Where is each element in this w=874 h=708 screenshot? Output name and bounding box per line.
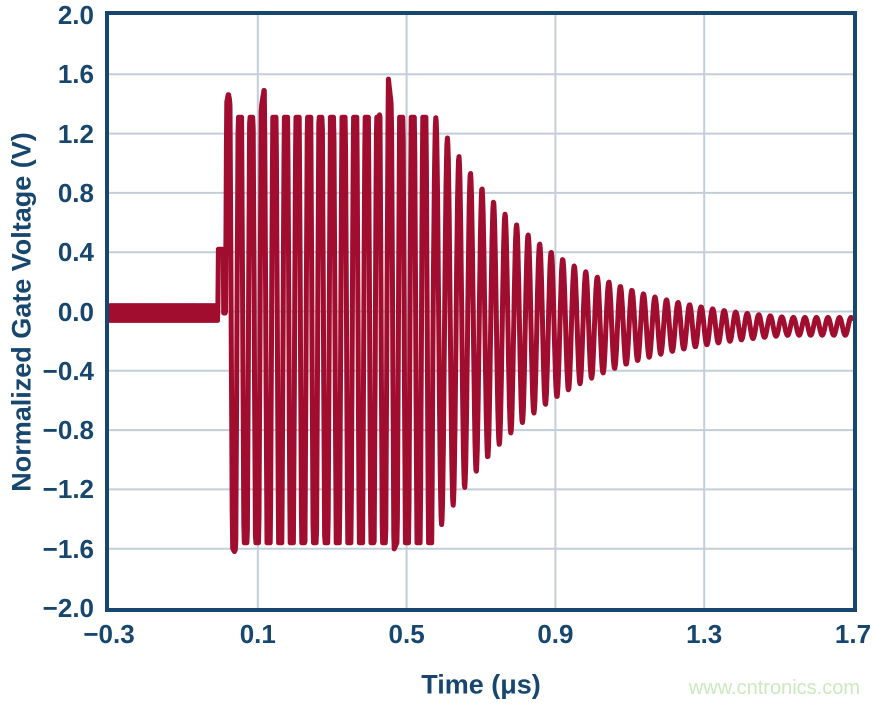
- x-axis-title: Time (μs): [421, 669, 541, 700]
- x-tick-label: 0.1: [239, 619, 276, 649]
- y-tick-label: −2.0: [42, 593, 94, 623]
- y-tick-label: −1.2: [42, 474, 94, 505]
- waveform-trace: [109, 76, 853, 554]
- x-tick-label: 1.3: [686, 619, 723, 649]
- x-tick-label: 0.9: [537, 619, 574, 649]
- y-tick-label: 0.4: [57, 237, 94, 268]
- y-tick-label: 2.0: [57, 0, 94, 30]
- plot-canvas: [109, 15, 853, 608]
- x-tick-label: 1.7: [834, 619, 872, 649]
- y-tick-label: −0.8: [42, 415, 94, 446]
- x-tick-label: 0.5: [388, 619, 425, 649]
- y-tick-label: 0.8: [57, 177, 94, 208]
- y-tick-label: −1.6: [42, 533, 94, 564]
- y-tick-label: 1.2: [57, 118, 94, 149]
- plot-area: [105, 11, 857, 612]
- x-tick-label: −0.3: [83, 619, 135, 649]
- y-tick-label: 1.6: [57, 59, 94, 90]
- y-tick-label: −0.4: [42, 355, 94, 386]
- watermark-text: www.cntronics.com: [688, 677, 860, 699]
- y-tick-label: 0.0: [57, 296, 94, 327]
